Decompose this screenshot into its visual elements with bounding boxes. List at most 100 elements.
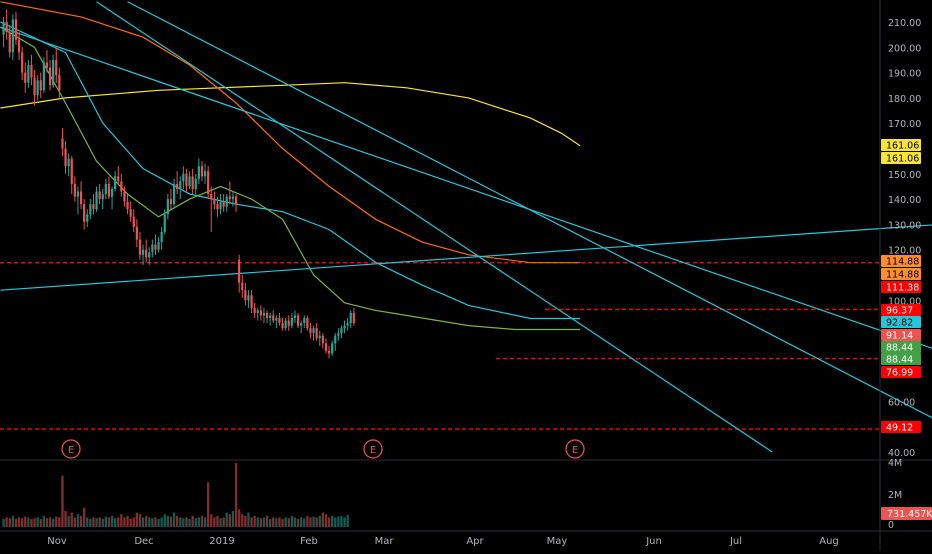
- volume-bar: [166, 515, 169, 527]
- candle-body: [73, 183, 76, 197]
- price-label-badge: [881, 268, 921, 280]
- moving-average-line: [0, 82, 581, 147]
- moving-average-line: [0, 21, 581, 320]
- volume-bar: [8, 518, 11, 527]
- price-tick-label: 210.00: [888, 18, 921, 29]
- candle-body: [296, 315, 300, 326]
- candle-body: [39, 80, 42, 91]
- volume-bar: [67, 515, 70, 527]
- volume-bar: [64, 511, 67, 527]
- candle-body: [95, 191, 98, 210]
- price-label-text: 49.12: [886, 423, 913, 434]
- price-label-badge: [881, 341, 921, 353]
- candle-body: [216, 204, 219, 210]
- candle-body: [213, 199, 216, 205]
- time-tick-label: Aug: [819, 536, 839, 547]
- volume-bar: [244, 515, 247, 527]
- volume-bar: [2, 519, 5, 527]
- volume-bar: [132, 517, 135, 527]
- volume-bar: [89, 519, 92, 527]
- trend-line: [127, 1, 932, 419]
- candle-body: [17, 39, 21, 53]
- volume-bar: [275, 518, 278, 527]
- volume-bar: [293, 517, 297, 527]
- volume-bar: [200, 515, 204, 527]
- volume-bar: [222, 517, 225, 527]
- candle-body: [315, 328, 318, 339]
- earnings-marker-circle: [565, 439, 585, 459]
- candle-body: [36, 80, 39, 96]
- candle-body: [200, 166, 204, 177]
- candle-body: [228, 196, 231, 200]
- price-label-text: 96.37: [886, 306, 913, 317]
- volume-bar: [182, 518, 185, 527]
- volume-bar: [135, 512, 138, 527]
- candle-body: [337, 333, 340, 336]
- time-tick-label: Mar: [375, 536, 395, 547]
- candle-body: [321, 335, 324, 344]
- volume-bar: [104, 516, 107, 527]
- candle-body: [98, 191, 101, 200]
- earnings-marker-label: E: [370, 445, 376, 456]
- volume-bar: [76, 514, 80, 527]
- volume-bar: [148, 517, 151, 527]
- volume-bar: [157, 519, 160, 527]
- candle-body: [5, 22, 8, 33]
- volume-bar: [21, 518, 24, 527]
- candle-body: [287, 320, 290, 326]
- price-label-text: 114.88: [886, 270, 919, 281]
- trend-lines: [0, 1, 932, 453]
- candle-body: [219, 201, 222, 210]
- candle-body: [284, 320, 287, 329]
- volume-bar: [312, 516, 315, 527]
- price-label-text: 161.06: [886, 154, 919, 165]
- candle-body: [92, 204, 95, 210]
- time-axis[interactable]: Nov Dec 2019 Feb Mar Apr May Jun Jul Aug: [47, 536, 839, 547]
- volume-bar: [58, 517, 61, 527]
- candle-body: [188, 176, 191, 187]
- candle-body: [172, 183, 176, 205]
- volume-bar: [296, 519, 300, 527]
- volume-bar: [30, 519, 33, 527]
- candle-body: [352, 312, 355, 324]
- candle-body: [8, 32, 11, 53]
- candle-body: [132, 216, 135, 227]
- candle-body: [11, 19, 14, 53]
- earnings-marker-circle: [363, 439, 383, 459]
- earnings-marker-label: E: [68, 445, 74, 456]
- volume-bar: [250, 517, 253, 527]
- volume-bar: [172, 512, 176, 527]
- trend-line: [0, 224, 932, 291]
- candle-body: [225, 196, 228, 207]
- volume-bar: [117, 517, 120, 527]
- volume-bar: [203, 517, 207, 527]
- volume-bar: [327, 517, 331, 527]
- candle-body: [101, 194, 104, 200]
- volume-bar: [129, 519, 132, 527]
- candle-body: [346, 323, 349, 326]
- candle-body: [349, 312, 352, 324]
- price-label-badge: [881, 366, 921, 378]
- volume-bar: [185, 517, 188, 527]
- volume-bar: [241, 514, 244, 527]
- volume-bar: [70, 512, 73, 527]
- volume-bar: [107, 517, 111, 527]
- moving-average-line: [0, 26, 581, 331]
- candle-body: [327, 350, 331, 354]
- trend-line: [0, 26, 932, 349]
- volume-bar: [331, 515, 334, 527]
- volume-bar: [11, 515, 14, 527]
- earnings-marker-label: E: [572, 445, 578, 456]
- volume-bar: [86, 517, 89, 527]
- candle-body: [24, 72, 27, 83]
- volume-bar: [234, 463, 238, 527]
- volume-bar: [343, 517, 346, 527]
- volume-bar: [213, 517, 216, 527]
- candle-body: [191, 176, 194, 189]
- price-label-text: 111.38: [886, 283, 919, 294]
- candle-body: [259, 310, 262, 316]
- candle-body: [207, 171, 210, 195]
